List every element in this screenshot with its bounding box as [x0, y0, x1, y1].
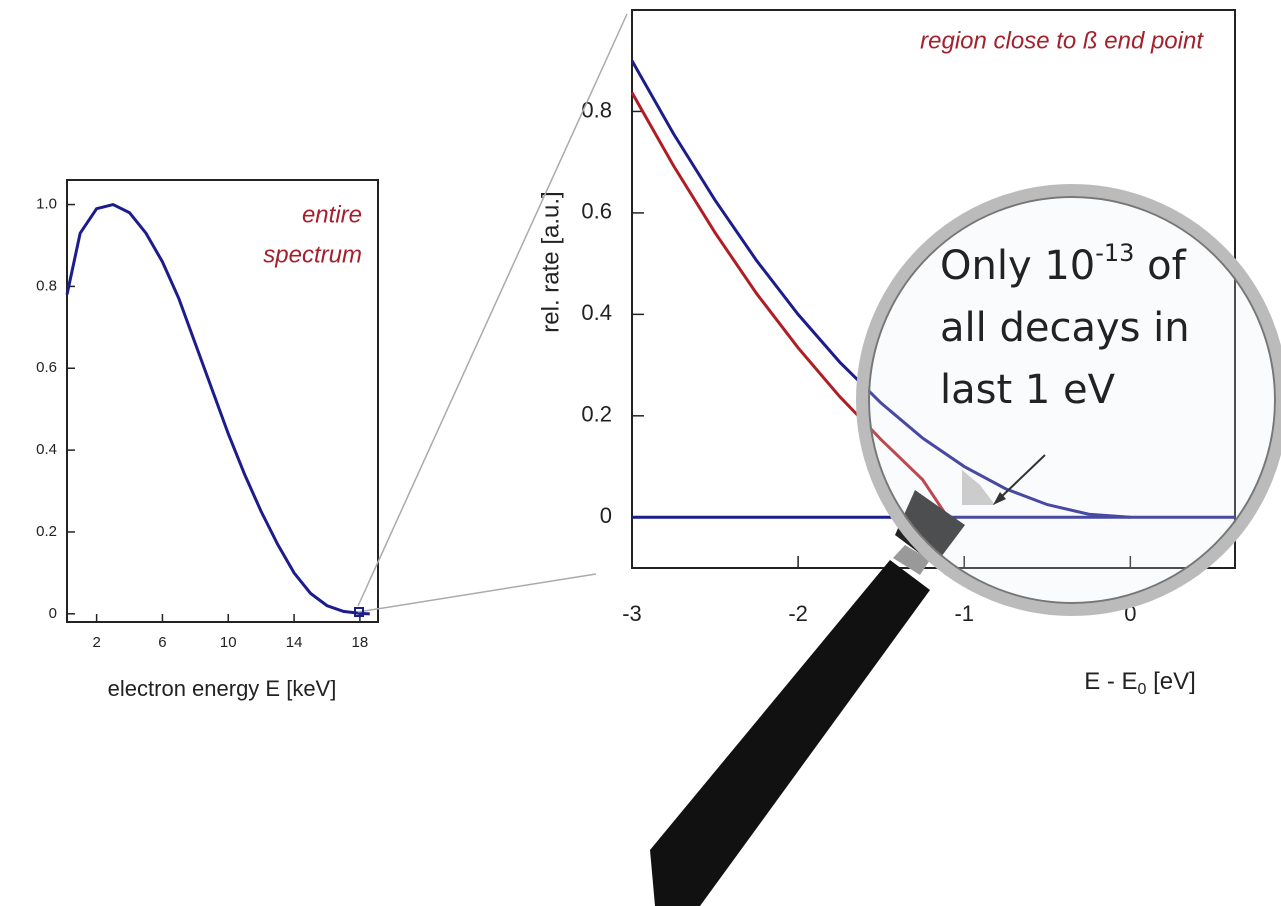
y-tick-label: 0.4: [581, 300, 612, 325]
x-tick-label: 18: [352, 634, 369, 651]
zoom-line: [357, 573, 597, 613]
x-axis-label-text: [eV]: [1146, 668, 1195, 695]
x-axis-label: electron energy E [keV]: [108, 676, 337, 701]
magnifier-rim: [868, 196, 1276, 604]
data-line: [65, 202, 370, 616]
y-tick-label: 0.8: [581, 97, 612, 122]
chart-title: entire: [302, 201, 362, 228]
x-tick-label: -2: [788, 601, 808, 626]
y-axis-label: rel. rate [a.u.]: [537, 191, 564, 332]
x-axis-label-text: electron energy E [keV]: [108, 676, 337, 701]
annotation: last 1 eV: [940, 367, 1116, 413]
plot-frame: [66, 179, 379, 623]
magnifier-collar: [893, 545, 930, 575]
x-tick-label: -3: [622, 601, 642, 626]
charts: 0 0.2 0.4 0.6 0.8 1.0 2 6 10 14 18 entire spectrum el…: [36, 9, 1236, 701]
x-tick-label: 6: [158, 634, 166, 651]
plot-frame: [631, 9, 1236, 569]
y-tick-label: 1.0: [36, 196, 57, 213]
x-axis-label: E - E0 [eV]: [1084, 668, 1196, 698]
y-tick-label: 0: [600, 503, 612, 528]
x-axis-label-subscript: 0: [1138, 681, 1147, 698]
arrow: [997, 454, 1046, 501]
y-tick-label: 0.6: [581, 199, 612, 224]
x-tick-label: -1: [954, 601, 974, 626]
y-tick-label: 0.4: [36, 441, 57, 458]
x-axis-label-text: E - E: [1084, 668, 1137, 695]
zoom-marker: [354, 607, 364, 617]
y-tick-label: 0.6: [36, 359, 57, 376]
data-line: [630, 91, 949, 519]
chart-title: region close to ß end point: [920, 27, 1204, 54]
y-tick-label: 0: [49, 605, 57, 622]
x-tick-label: 10: [220, 634, 237, 651]
annotation: all decays in: [940, 305, 1190, 351]
x-tick-label: 2: [92, 634, 100, 651]
chart-title: spectrum: [263, 241, 362, 268]
x-tick-label: 14: [286, 634, 303, 651]
y-tick-label: 0.2: [36, 523, 57, 540]
shaded-area: [962, 470, 995, 505]
magnifier: [650, 184, 1281, 906]
zoom-line: [357, 13, 628, 607]
y-tick-label: 0.8: [36, 277, 57, 294]
magnifier-handle: [650, 560, 930, 906]
y-tick-label: 0.2: [581, 402, 612, 427]
data-line: [630, 59, 1131, 519]
arrow-head: [993, 492, 1006, 505]
magnifier-neck: [895, 490, 965, 565]
annotation: Only 10-13 of: [940, 239, 1187, 289]
